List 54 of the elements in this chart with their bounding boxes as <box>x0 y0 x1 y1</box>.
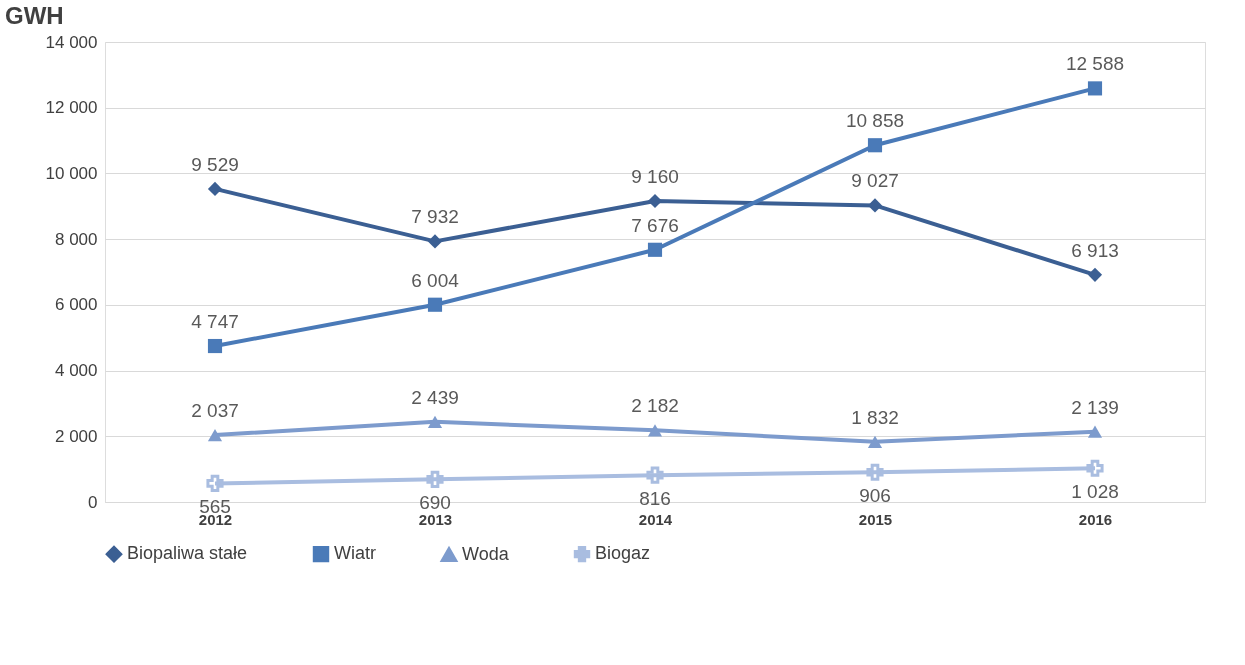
point <box>207 338 223 354</box>
point <box>1087 425 1103 438</box>
point <box>866 463 884 481</box>
point <box>1087 267 1103 282</box>
legend-label: Biogaz <box>595 543 651 564</box>
point <box>207 428 223 442</box>
y-axis-title: GWH <box>5 2 64 29</box>
point <box>867 198 883 213</box>
data-label: 2 182 <box>631 395 679 417</box>
point <box>1086 459 1104 477</box>
point <box>646 466 664 484</box>
data-label: 7 676 <box>631 214 679 236</box>
y-tick-label: 12 000 <box>45 98 98 118</box>
data-label: 9 027 <box>851 170 899 192</box>
x-tick-label: 2016 <box>1078 510 1113 528</box>
data-label: 816 <box>639 488 671 510</box>
point <box>647 424 663 437</box>
y-tick-label: 14 000 <box>45 32 98 52</box>
data-label: 2 037 <box>191 400 239 422</box>
legend-label: Wiatr <box>334 543 376 564</box>
y-tick-label: 0 <box>88 492 98 512</box>
y-tick-label: 6 000 <box>54 295 98 315</box>
x-tick-label: 2014 <box>638 510 673 528</box>
data-label: 2 139 <box>1071 396 1119 418</box>
data-label: 4 747 <box>191 311 239 333</box>
data-label: 10 858 <box>845 110 905 132</box>
point <box>647 193 663 209</box>
point <box>206 474 224 493</box>
legend-label: Woda <box>462 543 510 564</box>
x-tick-label: 2015 <box>858 510 893 528</box>
data-label: 7 932 <box>411 206 459 228</box>
data-label: 6 913 <box>1071 239 1119 261</box>
point <box>867 435 883 448</box>
point <box>426 470 444 488</box>
data-label: 2 439 <box>411 386 459 408</box>
data-label: 6 004 <box>411 269 460 291</box>
point <box>867 138 883 153</box>
point <box>427 297 443 312</box>
data-label: 906 <box>859 485 891 507</box>
point <box>427 234 443 249</box>
y-tick-label: 4 000 <box>54 361 98 381</box>
y-tick-label: 10 000 <box>45 163 98 183</box>
legend-label: Biopaliwa stałe <box>127 543 248 564</box>
point <box>1087 81 1103 96</box>
data-label: 9 529 <box>191 153 239 175</box>
point <box>427 415 443 428</box>
data-label: 1 832 <box>851 406 899 428</box>
data-label: 9 160 <box>631 166 679 188</box>
data-label: 12 588 <box>1065 53 1125 75</box>
y-tick-label: 2 000 <box>54 426 98 446</box>
point <box>647 242 663 257</box>
point <box>207 181 223 196</box>
data-label: 1 028 <box>1071 481 1119 503</box>
y-tick-label: 8 000 <box>54 229 98 249</box>
